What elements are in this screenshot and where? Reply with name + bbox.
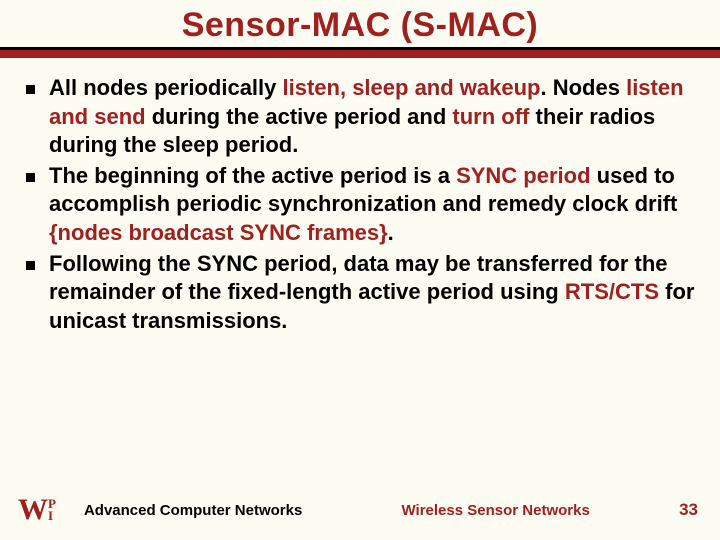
highlight-text: turn off (452, 104, 529, 129)
bullet-marker-icon (26, 261, 35, 270)
highlight-text: {nodes broadcast SYNC frames} (49, 220, 388, 245)
slide-title: Sensor-MAC (S-MAC) (0, 6, 720, 45)
slide-footer: W P I Advanced Computer Networks Wireles… (0, 488, 720, 540)
logo-i: I (48, 510, 56, 522)
bullet-list: All nodes periodically listen, sleep and… (26, 74, 702, 335)
title-bar: Sensor-MAC (S-MAC) (0, 0, 720, 50)
text-run: during the active period and (146, 104, 453, 129)
highlight-text: listen, sleep and wakeup (283, 75, 541, 100)
text-run: . (388, 220, 394, 245)
bullet-marker-icon (26, 85, 35, 94)
bullet-marker-icon (26, 173, 35, 182)
logo-w: W (18, 493, 46, 527)
text-run: All nodes periodically (49, 75, 283, 100)
bullet-text: All nodes periodically listen, sleep and… (49, 74, 702, 160)
logo-pi: P I (48, 498, 56, 521)
footer-center-text: Wireless Sensor Networks (362, 502, 680, 519)
highlight-text: RTS/CTS (565, 279, 659, 304)
bullet-item: Following the SYNC period, data may be t… (26, 250, 702, 336)
bullet-item: The beginning of the active period is a … (26, 162, 702, 248)
text-run: The beginning of the active period is a (49, 163, 456, 188)
bullet-text: The beginning of the active period is a … (49, 162, 702, 248)
footer-left-text: Advanced Computer Networks (84, 502, 362, 519)
bullet-text: Following the SYNC period, data may be t… (49, 250, 702, 336)
highlight-text: SYNC period (456, 163, 590, 188)
page-number: 33 (679, 500, 698, 520)
slide-content: All nodes periodically listen, sleep and… (0, 50, 720, 335)
text-run: . Nodes (541, 75, 627, 100)
bullet-item: All nodes periodically listen, sleep and… (26, 74, 702, 160)
wpi-logo-icon: W P I (18, 493, 56, 527)
